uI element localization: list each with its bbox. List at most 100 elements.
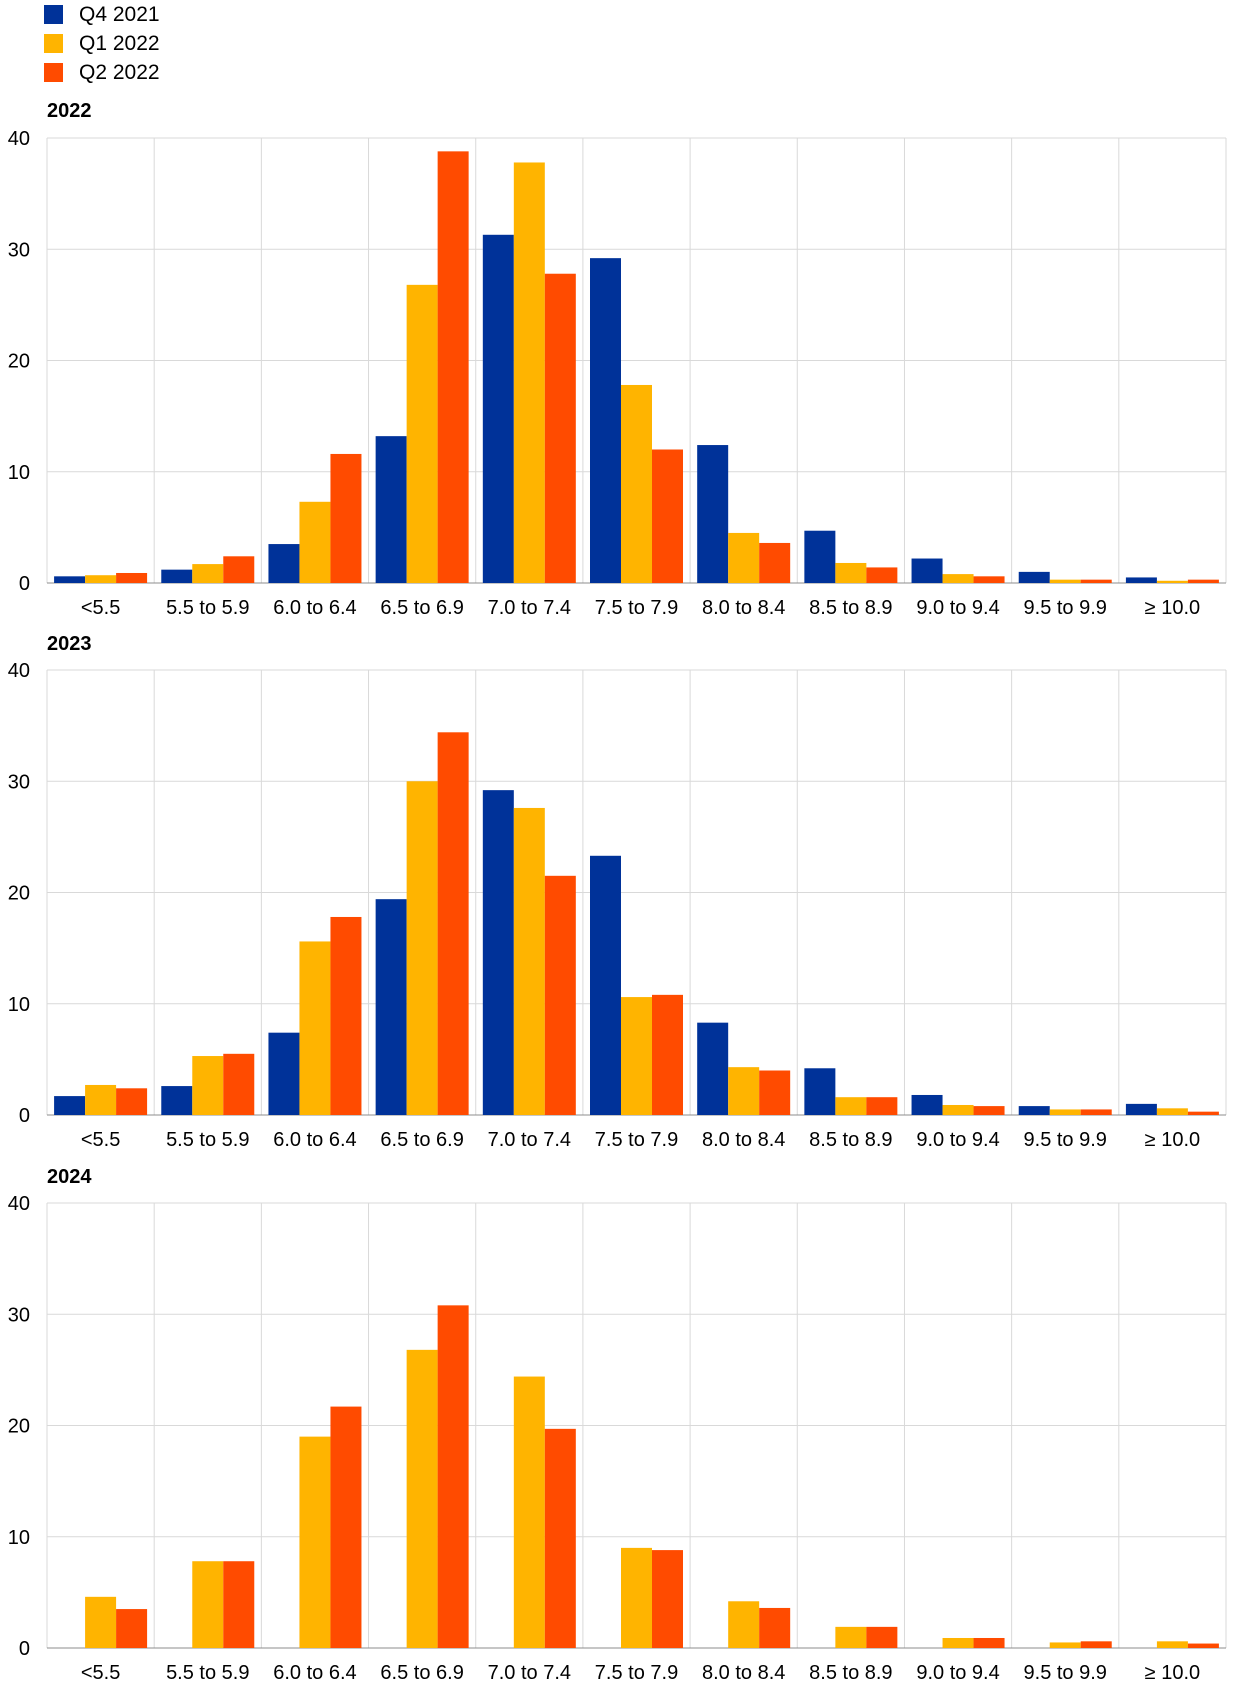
bar (835, 1097, 867, 1115)
chart-panel-2024: 2024 0 10 20 30 40 <5.5 5.5 to 5.9 6.0 to 6.4 6.5… (8, 1166, 1227, 1684)
bar (1049, 1642, 1081, 1648)
bar (1156, 1641, 1188, 1648)
bar (544, 273, 576, 583)
x-tick-label: 7.0 to 7.4 (488, 597, 571, 619)
bar (759, 542, 791, 583)
bar (652, 994, 683, 1115)
bar (911, 1094, 943, 1115)
bar (406, 284, 438, 583)
bar (161, 1086, 193, 1115)
y-tick-label: 30 (8, 1304, 30, 1326)
bar (406, 781, 438, 1115)
bar (223, 1053, 255, 1115)
x-tick-label: 8.5 to 8.9 (809, 1662, 892, 1684)
bar (437, 1305, 469, 1648)
bar (116, 572, 148, 583)
x-tick-label: 7.5 to 7.9 (595, 1129, 678, 1151)
x-tick-label: ≥ 10.0 (1145, 1129, 1200, 1151)
bar (116, 1088, 148, 1115)
bar (544, 875, 576, 1115)
chart-panel-2023: 2023 0 10 20 30 40 <5.5 5.5 to 5.9 6.0 to 6.4 6.5… (8, 633, 1227, 1151)
bar (375, 899, 407, 1115)
y-tick-label: 10 (8, 1527, 30, 1549)
x-tick-label: 9.5 to 9.9 (1024, 597, 1107, 619)
bar (544, 1428, 576, 1648)
legend-swatch-q2-2022 (44, 63, 63, 82)
bar (223, 1561, 255, 1648)
x-tick-label: 6.0 to 6.4 (273, 1662, 356, 1684)
x-tick-label: 8.5 to 8.9 (809, 1129, 892, 1151)
bar (652, 449, 683, 583)
x-tick-label: 9.5 to 9.9 (1024, 1662, 1107, 1684)
bar (54, 1096, 86, 1115)
bar (330, 1406, 362, 1648)
x-tick-label: 7.0 to 7.4 (488, 1129, 571, 1151)
bar (728, 1067, 760, 1115)
x-tick-label: 5.5 to 5.9 (166, 1662, 249, 1684)
bar (911, 558, 943, 583)
bar (1125, 577, 1157, 583)
x-tick-label: ≥ 10.0 (1145, 597, 1200, 619)
x-tick-label: <5.5 (81, 1662, 120, 1684)
bar (973, 1106, 1005, 1115)
bar (697, 445, 729, 583)
legend-label-q4-2021: Q4 2021 (79, 2, 160, 26)
bar (621, 997, 652, 1115)
bar (804, 1068, 836, 1115)
x-tick-label: 7.5 to 7.9 (595, 597, 678, 619)
x-tick-label: 6.0 to 6.4 (273, 1129, 356, 1151)
x-tick-label: 5.5 to 5.9 (166, 597, 249, 619)
bar (973, 576, 1005, 583)
bar (759, 1070, 791, 1115)
x-tick-label: 6.0 to 6.4 (273, 597, 356, 619)
bar (759, 1607, 791, 1648)
legend: Q4 2021 Q1 2022 Q2 2022 (44, 0, 160, 87)
y-tick-label: 0 (19, 1638, 30, 1660)
y-tick-label: 0 (19, 573, 30, 595)
y-tick-label: 20 (8, 1416, 30, 1438)
bar (330, 453, 362, 583)
bar (804, 530, 836, 583)
bar (161, 569, 193, 583)
legend-label-q2-2022: Q2 2022 (79, 60, 160, 84)
bar (513, 807, 545, 1115)
y-tick-label: 40 (8, 660, 30, 682)
x-tick-label: 6.5 to 6.9 (380, 597, 463, 619)
y-tick-label: 30 (8, 239, 30, 261)
bar (728, 532, 760, 583)
bar (590, 855, 621, 1115)
legend-swatch-q1-2022 (44, 34, 63, 53)
bar (54, 576, 86, 583)
bar (866, 1097, 898, 1115)
bar (1125, 1103, 1157, 1115)
bar (973, 1637, 1005, 1648)
bar (437, 732, 469, 1115)
chart-panel-2022: 2022 0 10 20 30 40 <5.5 5.5 to 5.9 6.0 to 6.4 6.5… (8, 100, 1227, 619)
bar (192, 1561, 224, 1648)
bar (697, 1022, 729, 1115)
bar (268, 544, 300, 583)
bar (1080, 1109, 1112, 1115)
bar (1049, 1109, 1081, 1115)
x-tick-label: 8.0 to 8.4 (702, 597, 785, 619)
bar (835, 562, 867, 583)
x-tick-label: 8.5 to 8.9 (809, 597, 892, 619)
x-tick-label: 6.5 to 6.9 (380, 1129, 463, 1151)
bar (866, 1626, 898, 1648)
bar (268, 1032, 300, 1115)
bar (1080, 579, 1112, 583)
bar (866, 567, 898, 583)
legend-item-q2-2022: Q2 2022 (44, 58, 160, 87)
x-tick-label: <5.5 (81, 597, 120, 619)
y-tick-label: 10 (8, 462, 30, 484)
bar (942, 1637, 974, 1648)
x-tick-label: ≥ 10.0 (1145, 1662, 1200, 1684)
bar (85, 1596, 117, 1648)
legend-item-q4-2021: Q4 2021 (44, 0, 160, 29)
x-tick-label: 7.5 to 7.9 (595, 1662, 678, 1684)
y-tick-label: 20 (8, 883, 30, 905)
legend-label-q1-2022: Q1 2022 (79, 31, 160, 55)
y-tick-label: 30 (8, 771, 30, 793)
x-tick-label: 9.0 to 9.4 (916, 1662, 999, 1684)
x-tick-label: 5.5 to 5.9 (166, 1129, 249, 1151)
